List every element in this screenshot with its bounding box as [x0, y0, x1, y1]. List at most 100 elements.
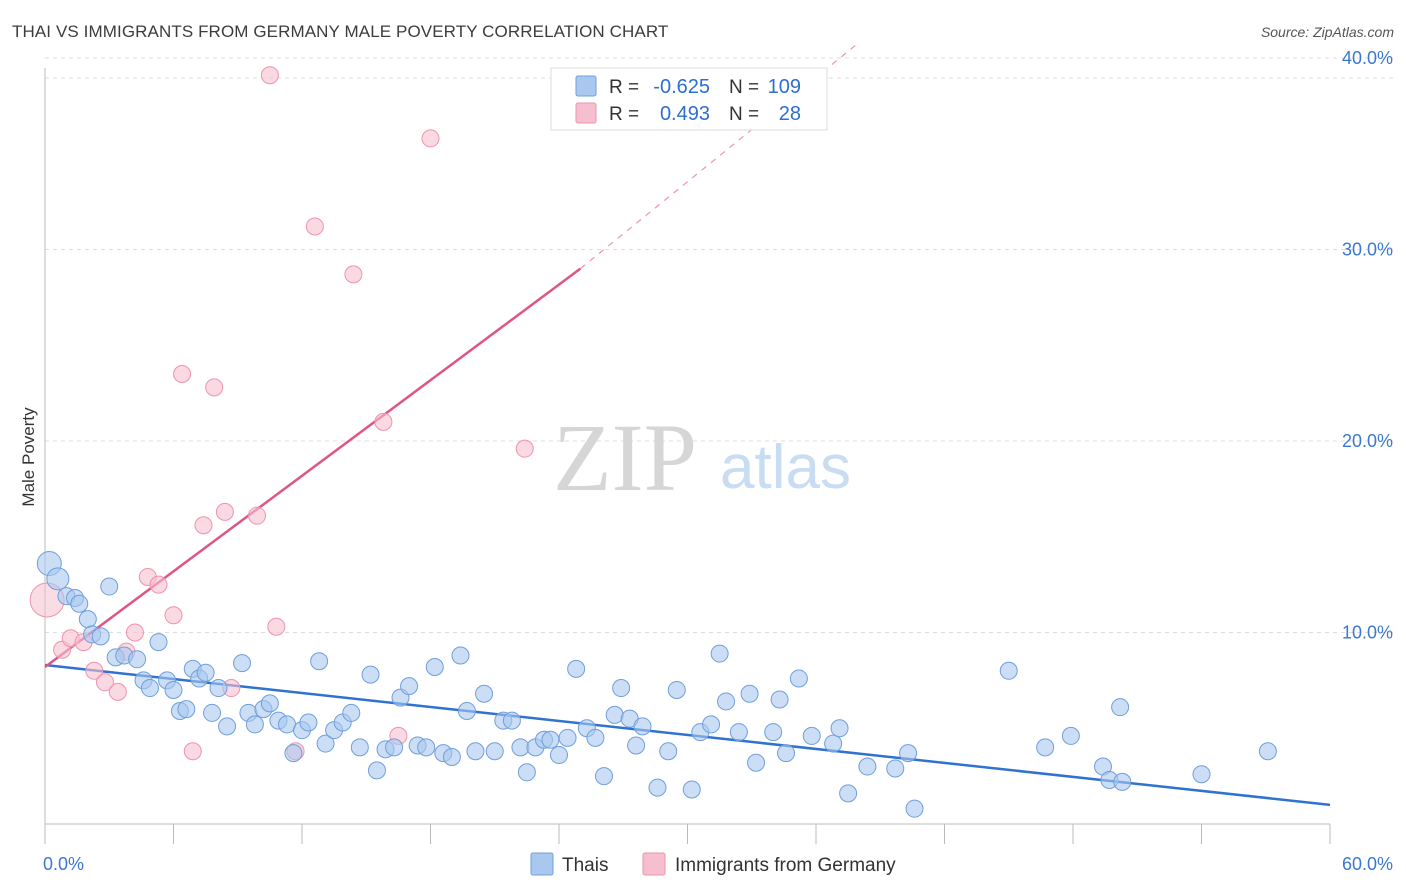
- germany-trend-line: [44, 267, 582, 668]
- thais-point: [747, 753, 766, 772]
- germany-point: [108, 682, 127, 701]
- thais-point: [316, 734, 335, 753]
- thais-point: [177, 700, 196, 719]
- thais-point: [1113, 772, 1132, 791]
- chart-title: THAI VS IMMIGRANTS FROM GERMANY MALE POV…: [12, 22, 669, 41]
- thais-point: [605, 705, 624, 724]
- grid-layer: [45, 57, 1395, 633]
- bottom-legend-swatch-thais: [530, 852, 554, 876]
- thais-point: [140, 679, 159, 698]
- germany-point: [515, 439, 534, 458]
- germany-point: [173, 364, 192, 383]
- chart-source: Source: ZipAtlas.com: [1260, 24, 1394, 40]
- thais-point: [342, 703, 361, 722]
- thais-point: [46, 567, 70, 591]
- thais-point: [729, 723, 748, 742]
- germany-point: [374, 412, 393, 431]
- thais-point: [839, 784, 858, 803]
- x-tick-label-max: 60.0%: [1342, 854, 1393, 874]
- legend-n-value-1: 109: [768, 76, 801, 98]
- thais-point: [417, 738, 436, 757]
- thais-point: [196, 663, 215, 682]
- thais-point: [400, 677, 419, 696]
- thais-point: [367, 761, 386, 780]
- thais-point: [1061, 726, 1080, 745]
- thais-point: [717, 692, 736, 711]
- thais-point: [425, 657, 444, 676]
- thais-point: [770, 690, 789, 709]
- thais-point: [905, 799, 924, 818]
- thais-point: [586, 728, 605, 747]
- germany-point: [194, 516, 213, 535]
- thais-point: [682, 780, 701, 799]
- thais-point: [385, 738, 404, 757]
- thais-point: [511, 738, 530, 757]
- thais-point: [594, 767, 613, 786]
- legend-r-label-1: R =: [609, 77, 639, 98]
- thais-point: [203, 703, 222, 722]
- series-legend: Thais Immigrants from Germany: [530, 852, 896, 876]
- germany-point: [260, 66, 279, 85]
- y-tick-label: 10.0%: [1342, 623, 1393, 643]
- germany-point: [183, 742, 202, 761]
- legend-n-label-1: N =: [729, 77, 759, 98]
- thais-point: [999, 661, 1018, 680]
- germany-point: [205, 378, 224, 397]
- y-tick-label: 30.0%: [1342, 240, 1393, 260]
- thais-point: [824, 734, 843, 753]
- thais-point: [310, 652, 329, 671]
- legend-n-label-2: N =: [729, 104, 759, 125]
- thais-point: [149, 633, 168, 652]
- legend-n-value-2: 28: [779, 103, 801, 125]
- y-tick-label: 20.0%: [1342, 431, 1393, 451]
- thais-point: [789, 669, 808, 688]
- thais-point: [567, 659, 586, 678]
- thais-point: [100, 577, 119, 596]
- legend-r-value-2: 0.493: [660, 103, 710, 125]
- axes-layer: [44, 68, 1331, 844]
- bottom-legend-label-germany: Immigrants from Germany: [675, 855, 896, 876]
- thais-point: [612, 679, 631, 698]
- thais-point: [485, 742, 504, 761]
- thais-point: [830, 719, 849, 738]
- thais-point: [1258, 742, 1277, 761]
- germany-point: [267, 617, 286, 636]
- germany-point: [125, 623, 144, 642]
- thais-point: [740, 684, 759, 703]
- thais-point: [78, 610, 97, 629]
- legend-r-value-1: -0.625: [653, 76, 710, 98]
- thais-point: [245, 715, 264, 734]
- germany-point: [421, 129, 440, 148]
- thais-point: [541, 730, 560, 749]
- thais-point: [350, 738, 369, 757]
- germany-point: [305, 217, 324, 236]
- thais-point: [278, 715, 297, 734]
- thais-point: [442, 747, 461, 766]
- thais-point: [299, 713, 318, 732]
- thais-point: [128, 650, 147, 669]
- thais-point: [218, 717, 237, 736]
- x-tick-label-min: 0.0%: [43, 854, 84, 874]
- bottom-legend-label-thais: Thais: [562, 855, 608, 876]
- thais-point: [70, 594, 89, 613]
- watermark-atlas: atlas: [720, 433, 851, 502]
- thais-point: [899, 744, 918, 763]
- thais-point: [260, 694, 279, 713]
- thais-point: [648, 778, 667, 797]
- thais-point: [633, 717, 652, 736]
- tick-labels: 10.0% 20.0% 30.0% 40.0% 0.0% 60.0%: [43, 48, 1393, 874]
- thais-point: [558, 728, 577, 747]
- thais-point: [702, 715, 721, 734]
- thais-point: [886, 759, 905, 778]
- thais-point: [451, 646, 470, 665]
- germany-point: [95, 673, 114, 692]
- thais-point: [475, 684, 494, 703]
- thais-point: [777, 744, 796, 763]
- germany-point: [149, 575, 168, 594]
- thais-point: [627, 736, 646, 755]
- legend-swatch-thais: [575, 75, 597, 97]
- thais-point: [284, 744, 303, 763]
- thais-point: [457, 702, 476, 721]
- bottom-legend-swatch-germany: [642, 852, 666, 876]
- thais-point: [164, 680, 183, 699]
